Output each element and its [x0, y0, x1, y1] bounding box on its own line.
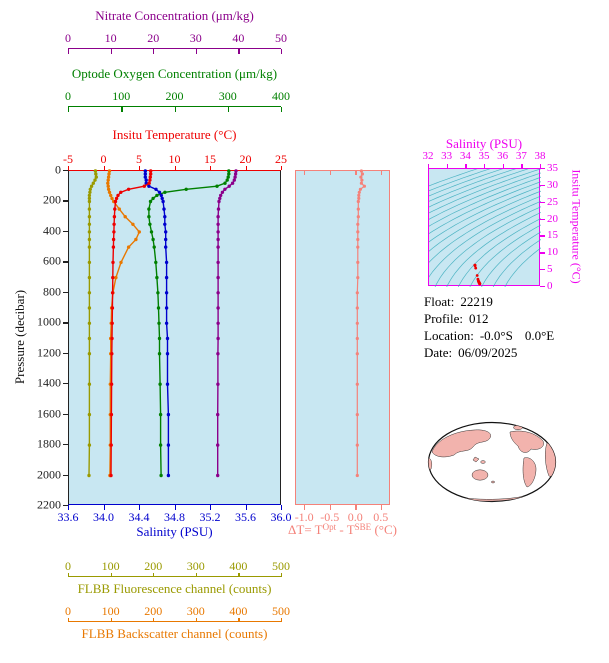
- delta-t-curve: [355, 169, 366, 478]
- float-info-row-location: Location: -0.0°S 0.0°E: [424, 328, 554, 345]
- location-label: Location:: [424, 328, 474, 343]
- profile-curves: [87, 169, 238, 478]
- float-info-row-profile: Profile: 012: [424, 311, 554, 328]
- oxygen-axis: 0 100 200 300 400: [65, 89, 290, 112]
- continent-se-asia: [472, 456, 480, 463]
- ts-salinity-axis-title: Salinity (PSU): [445, 136, 523, 151]
- delta-t-title-mid: - T: [336, 522, 355, 537]
- continent-indonesia: [480, 460, 486, 464]
- pressure-axis-label: Pressure (decibar): [12, 289, 27, 385]
- backscatter-axis: 0 100 200 300 400 500: [65, 604, 290, 622]
- delta-t-title-suffix: (°C): [371, 522, 397, 537]
- delta-t-axis-title: ΔT= TOpt - TSBE (°C): [270, 522, 415, 538]
- profile-label: Profile:: [424, 311, 463, 326]
- backscatter-axis-title: FLBB Backscatter channel (counts): [81, 626, 268, 641]
- float-value: 22219: [460, 294, 493, 309]
- delta-t-title-sup-sbe: SBE: [354, 522, 372, 532]
- ts-temperature-axis-label: Insitu Temperature (°C): [569, 169, 584, 284]
- world-map-svg: [427, 421, 557, 503]
- nitrate-axis: 0 10 20 30 40 50: [65, 31, 287, 54]
- float-info-row-float: Float: 22219: [424, 294, 554, 311]
- continent-north-america: [509, 430, 544, 453]
- temperature-axis-title: Insitu Temperature (°C): [112, 127, 237, 142]
- date-value: 06/09/2025: [458, 345, 518, 360]
- continent-new-zealand: [491, 480, 495, 484]
- float-label: Float:: [424, 294, 455, 309]
- delta-t-title-sup-opt: Opt: [322, 522, 337, 532]
- location-lon: 0.0°E: [524, 328, 555, 343]
- continent-south-america: [522, 457, 537, 488]
- ts-contours-and-points: [429, 169, 541, 287]
- oxygen-axis-title: Optode Oxygen Concentration (μm/kg): [71, 66, 278, 81]
- fluorescence-axis-title: FLBB Fluorescence channel (counts): [77, 581, 272, 596]
- float-info: Float: 22219 Profile: 012 Location: -0.0°S 0…: [424, 294, 554, 362]
- fluorescence-axis: 0 100 200 300 400 500: [65, 559, 290, 577]
- nitrate-axis-title: Nitrate Concentration (μm/kg): [95, 8, 254, 23]
- map-outline: [427, 421, 557, 503]
- date-label: Date:: [424, 345, 453, 360]
- delta-t-plot: [295, 169, 390, 505]
- profile-value: 012: [469, 311, 489, 326]
- location-lat: -0.0°S: [479, 328, 513, 343]
- salinity-axis-title: Salinity (PSU): [136, 524, 213, 539]
- continent-africa-west-edge: [428, 457, 433, 470]
- continent-australia: [471, 469, 489, 481]
- main-profile-plot: [68, 169, 281, 505]
- delta-t-title-prefix: ΔT= T: [288, 522, 323, 537]
- world-map: [426, 420, 558, 504]
- float-info-row-date: Date: 06/09/2025: [424, 345, 554, 362]
- continent-eurasia: [431, 429, 491, 458]
- ts-diagram: [428, 168, 541, 287]
